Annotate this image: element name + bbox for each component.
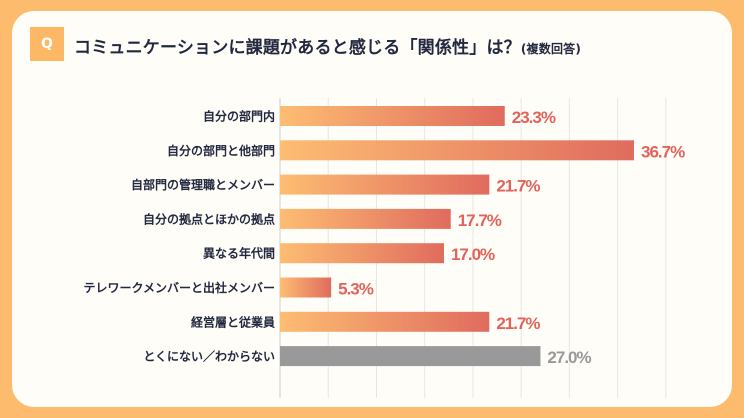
bar	[280, 277, 332, 298]
bar	[280, 243, 444, 264]
bar	[280, 106, 505, 126]
category-label: 自分の部門と他部門	[167, 143, 275, 158]
title-text: コミュニケーションに課題があると感じる「関係性」は？	[74, 38, 521, 58]
value-label: 17.7%	[458, 211, 502, 230]
value-label: 5.3%	[338, 280, 374, 299]
category-label: 経営層と従業員	[191, 314, 275, 329]
category-label: 異なる年代間	[203, 246, 275, 261]
value-label: 23.3%	[512, 108, 556, 127]
bar	[280, 311, 490, 332]
value-label: 27.0%	[547, 348, 591, 367]
value-label: 36.7%	[641, 142, 685, 161]
bar	[280, 174, 490, 195]
bar	[280, 346, 541, 367]
bar	[280, 208, 451, 229]
value-label: 21.7%	[496, 314, 540, 333]
chart-title: コミュニケーションに課題があると感じる「関係性」は？(複数回答)	[74, 33, 581, 58]
category-label: 自部門の管理職とメンバー	[131, 177, 275, 192]
title-note: (複数回答)	[520, 42, 582, 56]
value-label: 17.0%	[451, 245, 495, 264]
category-label: とくにない／わからない	[143, 349, 275, 364]
value-label: 21.7%	[496, 177, 540, 196]
category-label: 自分の拠点とほかの拠点	[143, 211, 275, 226]
question-badge: Q	[30, 27, 64, 61]
category-label: 自分の部門内	[203, 109, 275, 124]
category-label: テレワークメンバーと出社メンバー	[83, 280, 275, 295]
bar	[280, 140, 634, 161]
